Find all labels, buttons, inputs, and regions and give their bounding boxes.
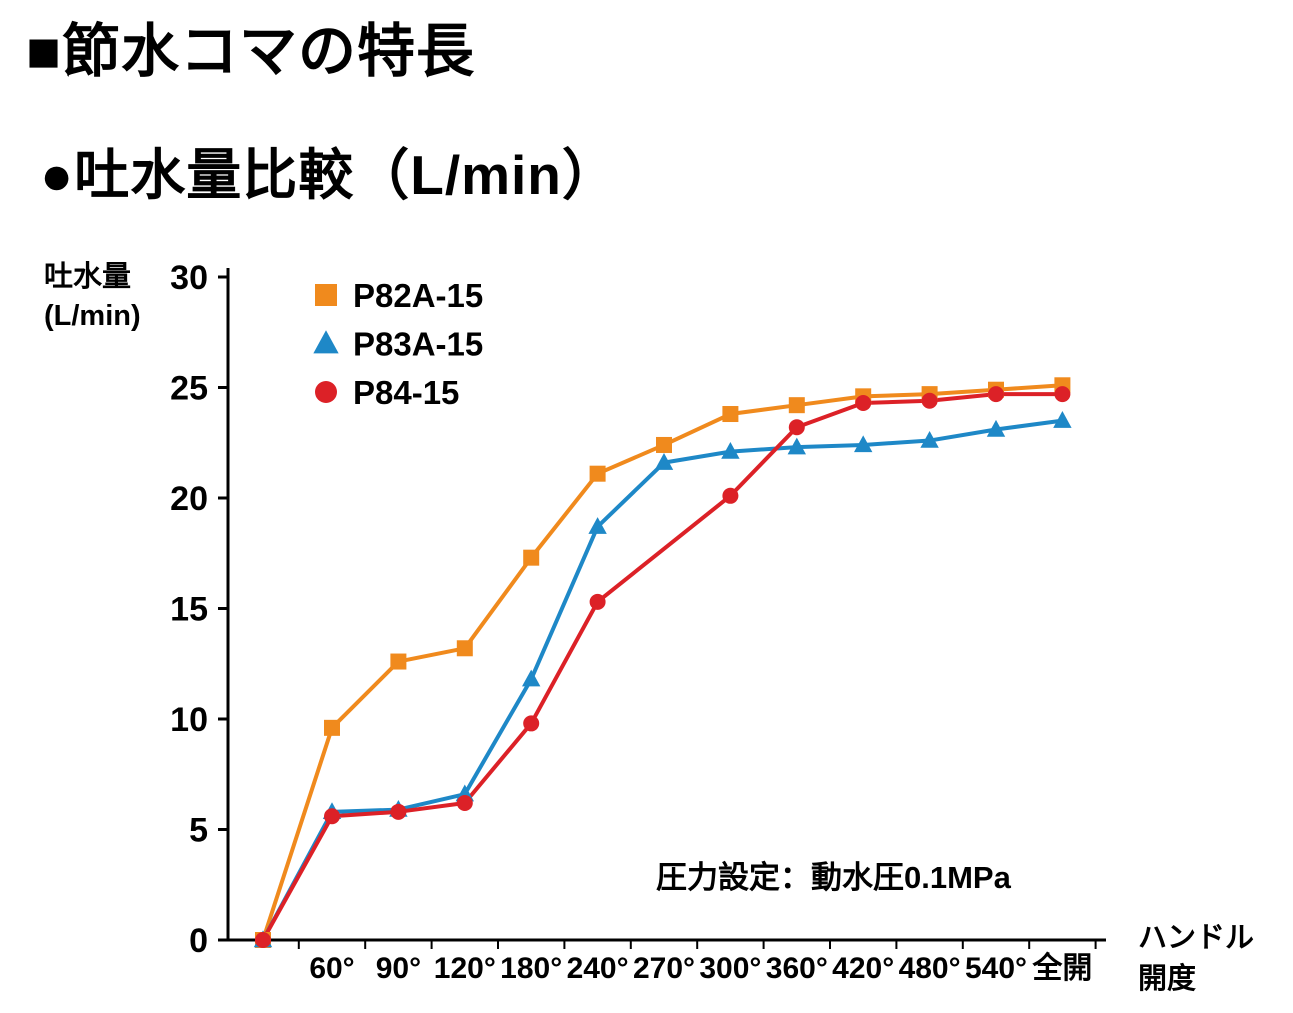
- series-marker-P82A-15: [722, 406, 739, 423]
- y-tick-label: 20: [170, 480, 208, 518]
- y-tick-label: 15: [170, 591, 208, 629]
- x-tick-label: 540°: [965, 952, 1027, 985]
- series-marker-P82A-15: [656, 436, 672, 453]
- series-marker-P82A-15: [523, 549, 540, 566]
- legend-triangle-icon: [313, 330, 339, 354]
- section-title: ■節水コマの特長: [26, 19, 476, 84]
- series-marker-P84-15: [988, 386, 1004, 403]
- legend-label-P82A-15: P82A-15: [353, 277, 483, 314]
- series-marker-P83A-15: [920, 430, 939, 448]
- x-axis-title-line1: ハンドル: [1138, 922, 1255, 954]
- y-tick-label: 0: [189, 922, 208, 960]
- y-axis-title-line2: (L/min): [44, 300, 141, 333]
- x-tick-label: 120°: [434, 952, 496, 985]
- series-marker-P83A-15: [721, 441, 740, 459]
- y-tick-label: 5: [189, 812, 208, 850]
- pressure-setting-note: 圧力設定：動水圧0.1MPa: [656, 860, 1011, 895]
- series-marker-P83A-15: [1053, 411, 1072, 428]
- series-marker-P84-15: [390, 803, 407, 820]
- series-marker-P84-15: [722, 487, 739, 504]
- x-tick-label: 300°: [699, 952, 761, 985]
- series-marker-P84-15: [1054, 386, 1071, 403]
- y-tick-label: 25: [170, 370, 208, 408]
- series-marker-P83A-15: [854, 435, 873, 453]
- series-marker-P84-15: [324, 808, 340, 825]
- series-marker-P82A-15: [324, 719, 340, 736]
- series-marker-P82A-15: [788, 397, 805, 414]
- series-marker-P83A-15: [588, 517, 607, 534]
- x-tick-label: 360°: [766, 952, 828, 985]
- series-marker-P84-15: [456, 794, 473, 811]
- y-axis-title: 吐水量 (L/min): [44, 258, 141, 336]
- x-axis-title: ハンドル 開度: [1138, 918, 1254, 999]
- legend-circle-icon: [315, 381, 337, 403]
- series-marker-P84-15: [788, 419, 805, 436]
- x-tick-label: 480°: [899, 952, 961, 985]
- legend-label-P83A-15: P83A-15: [353, 326, 483, 363]
- series-marker-P84-15: [255, 932, 271, 948]
- series-marker-P84-15: [523, 715, 540, 732]
- x-tick-label: 全開: [1031, 951, 1092, 985]
- series-marker-P83A-15: [654, 453, 674, 470]
- chart-heading: ●吐水量比較（L/min）: [40, 144, 618, 206]
- x-tick-label: 240°: [567, 952, 629, 985]
- series-marker-P83A-15: [787, 437, 806, 455]
- y-tick-label: 10: [170, 701, 208, 739]
- x-axis-title-line2: 開度: [1138, 962, 1197, 995]
- x-tick-label: 60°: [309, 952, 354, 985]
- x-tick-label: 180°: [500, 952, 562, 985]
- series-marker-P83A-15: [986, 419, 1006, 437]
- y-axis-title-line1: 吐水量: [44, 261, 132, 293]
- x-tick-label: 270°: [633, 952, 695, 985]
- series-marker-P82A-15: [390, 653, 407, 670]
- y-tick-label: 30: [170, 259, 208, 297]
- x-tick-label: 420°: [832, 952, 894, 985]
- series-marker-P82A-15: [456, 640, 473, 657]
- series-marker-P84-15: [589, 593, 606, 610]
- series-marker-P84-15: [921, 392, 938, 409]
- x-tick-label: 90°: [376, 952, 421, 985]
- legend-square-icon: [315, 284, 337, 306]
- series-marker-P83A-15: [522, 669, 541, 687]
- series-marker-P84-15: [855, 394, 872, 411]
- legend-label-P84-15: P84-15: [353, 374, 459, 411]
- series-marker-P82A-15: [589, 465, 606, 482]
